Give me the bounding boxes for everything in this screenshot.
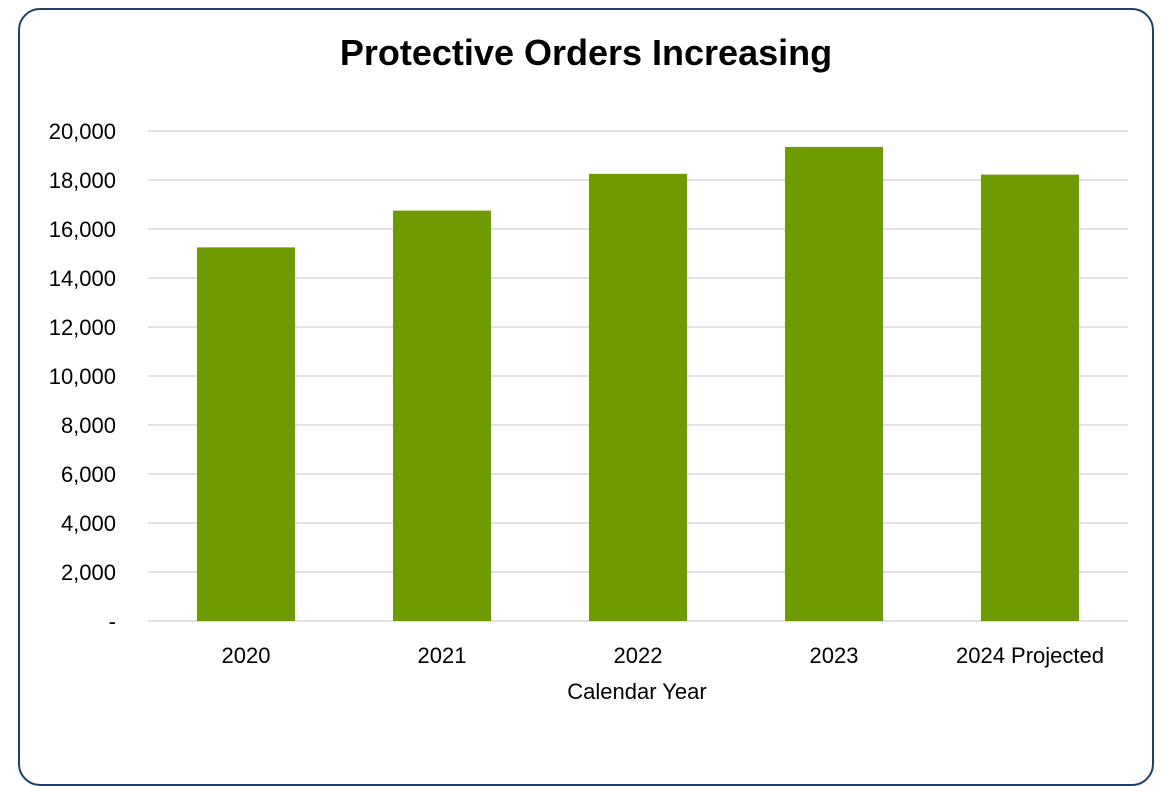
y-tick-label: 6,000 <box>61 462 116 487</box>
y-tick-label: 14,000 <box>49 266 116 291</box>
x-tick-label: 2021 <box>418 643 467 668</box>
chart-title: Protective Orders Increasing <box>340 32 832 73</box>
bar-2024-projected <box>981 174 1079 622</box>
y-tick-label: 10,000 <box>49 364 116 389</box>
bar-2022 <box>589 173 687 621</box>
x-tick-label: 2024 Projected <box>956 643 1104 668</box>
bar-chart: Protective Orders Increasing - 2,000 4,000… <box>49 32 1128 704</box>
y-axis-ticks: - 2,000 4,000 6,000 8,000 10,000 12,000 14,000 1… <box>49 119 116 634</box>
y-tick-label: 20,000 <box>49 119 116 144</box>
y-tick-label: 4,000 <box>61 511 116 536</box>
x-axis-label: Calendar Year <box>567 679 706 704</box>
x-axis-ticks: 2020 2021 2022 2023 2024 Projected <box>222 643 1104 668</box>
bar-2020 <box>197 247 295 621</box>
y-tick-label: 8,000 <box>61 413 116 438</box>
y-tick-label: 18,000 <box>49 168 116 193</box>
bar-2021 <box>393 210 491 621</box>
y-tick-label: - <box>109 609 116 634</box>
y-tick-label: 2,000 <box>61 560 116 585</box>
bar-2023 <box>785 146 883 622</box>
x-tick-label: 2020 <box>222 643 271 668</box>
x-tick-label: 2023 <box>810 643 859 668</box>
x-tick-label: 2022 <box>614 643 663 668</box>
y-tick-label: 16,000 <box>49 217 116 242</box>
y-tick-label: 12,000 <box>49 315 116 340</box>
bars <box>197 146 1079 622</box>
